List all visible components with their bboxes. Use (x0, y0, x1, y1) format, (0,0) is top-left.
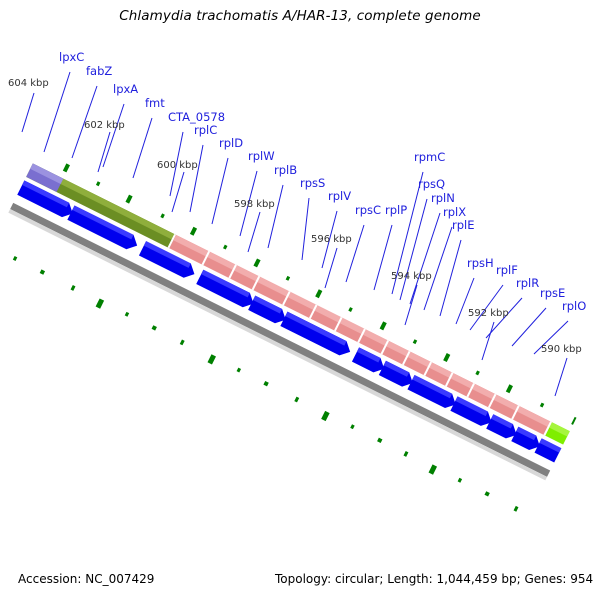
gene-arrow-row (0, 156, 600, 509)
gene-label-rplO[interactable]: rplO (562, 299, 587, 313)
label-leader-lines (43, 71, 569, 355)
ruler-label-598: 598 kbp (234, 199, 275, 210)
ruler-label-600: 600 kbp (157, 160, 198, 171)
ruler-label-602: 602 kbp (84, 120, 125, 131)
gene-label-rplD[interactable]: rplD (219, 136, 244, 150)
genome-stats-text: Topology: circular; Length: 1,044,459 bp… (275, 572, 594, 586)
gene-label-rpsE[interactable]: rpsE (540, 286, 566, 300)
gene-label-rplF[interactable]: rplF (496, 263, 518, 277)
gene-label-rplP[interactable]: rplP (385, 203, 408, 217)
gene-label-rpsC[interactable]: rpsC (355, 203, 382, 217)
gene-label-rplE[interactable]: rplE (452, 218, 475, 232)
ruler-label-592: 592 kbp (468, 308, 509, 319)
gene-label-rplN[interactable]: rplN (431, 191, 455, 205)
ruler-label-594: 594 kbp (391, 271, 432, 282)
ruler-label-590: 590 kbp (541, 344, 582, 355)
page-title: Chlamydia trachomatis A/HAR-13, complete… (119, 8, 481, 24)
gene-label-rplC[interactable]: rplC (194, 123, 218, 137)
gene-label-rpsH[interactable]: rpsH (467, 256, 494, 270)
gene-label-lpxC[interactable]: lpxC (59, 50, 85, 64)
gene-label-rplX[interactable]: rplX (443, 205, 467, 219)
genome-backbone (0, 113, 600, 570)
gene-label-rpmC[interactable]: rpmC (414, 150, 446, 164)
gene-label-rpsQ[interactable]: rpsQ (418, 177, 446, 191)
gene-label-rplW[interactable]: rplW (248, 149, 275, 163)
gene-label-rplB[interactable]: rplB (274, 163, 298, 177)
accession-text: Accession: NC_007429 (18, 572, 155, 586)
gene-label-rplV[interactable]: rplV (328, 189, 352, 203)
gene-label-rpsS[interactable]: rpsS (300, 176, 326, 190)
ruler-label-596: 596 kbp (311, 234, 352, 245)
gene-label-fmt[interactable]: fmt (145, 96, 165, 110)
gene-label-CTA_0578[interactable]: CTA_0578 (168, 110, 226, 124)
gene-label-lpxA[interactable]: lpxA (113, 82, 139, 96)
ruler-label-604: 604 kbp (8, 78, 49, 89)
gene-label-fabZ[interactable]: fabZ (86, 64, 113, 78)
gene-label-rplR[interactable]: rplR (516, 276, 540, 290)
ruler-leader-lines (21, 92, 568, 397)
